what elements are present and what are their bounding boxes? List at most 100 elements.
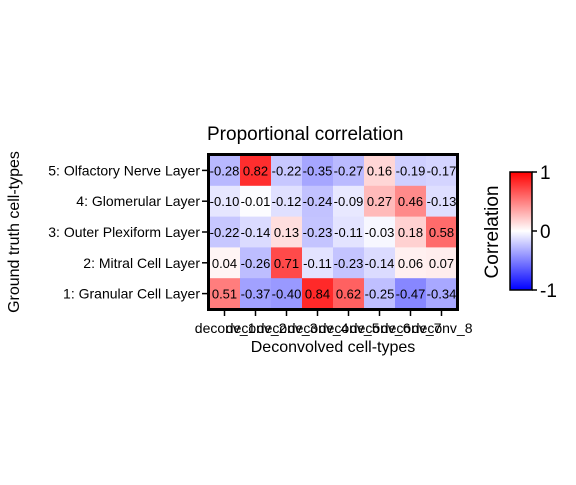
cell-value-label: 0.51	[212, 287, 237, 302]
cell-value-label: -0.01	[241, 194, 271, 209]
cell-value-label: -0.47	[396, 287, 426, 302]
heatmap-cell	[209, 278, 241, 310]
cell-value-label: -0.23	[334, 256, 364, 271]
heatmap-cell	[209, 155, 241, 187]
heatmap-cell	[426, 185, 458, 217]
heatmap-cell	[271, 216, 303, 248]
cell-value-label: 0.07	[429, 256, 454, 271]
heatmap-cell	[209, 185, 241, 217]
cell-value-label: 0.84	[305, 287, 330, 302]
cell-value-label: -0.23	[303, 225, 333, 240]
cell-value-label: -0.34	[427, 287, 457, 302]
y-tick-label: 2: Mitral Cell Layer	[83, 255, 200, 271]
heatmap-cell	[364, 278, 396, 310]
plot-border	[207, 153, 459, 311]
heatmap-cell	[364, 185, 396, 217]
y-tick-label: 1: Granular Cell Layer	[63, 286, 200, 302]
heatmap-cell	[271, 247, 303, 279]
cell-value-label: -0.40	[272, 287, 302, 302]
x-axis-ticks: deconv_1deconv_2deconv_3deconv_4deconv_5…	[195, 310, 473, 336]
cell-value-label: -0.22	[210, 225, 240, 240]
cell-value-label: -0.22	[272, 163, 302, 178]
heatmap-cell	[209, 247, 241, 279]
cell-value-label: 0.62	[336, 287, 361, 302]
heatmap-cell	[240, 247, 272, 279]
heatmap-cell	[333, 278, 365, 310]
cell-value-label: -0.11	[303, 256, 332, 271]
cell-value-label: 0.71	[274, 256, 299, 271]
heatmap-cell	[364, 247, 396, 279]
cell-value-label: -0.14	[365, 256, 395, 271]
cell-value-label: 0.58	[429, 225, 454, 240]
heatmap-cell	[333, 185, 365, 217]
heatmap-cell	[395, 155, 427, 187]
cell-value-label: -0.25	[365, 287, 395, 302]
cell-value-label: 0.27	[367, 194, 392, 209]
heatmap-cell	[302, 247, 334, 279]
cell-value-label: 0.16	[367, 163, 392, 178]
heatmap-cell	[240, 278, 272, 310]
y-tick-label: 3: Outer Plexiform Layer	[48, 224, 200, 240]
heatmap-cell	[302, 155, 334, 187]
cell-value-label: -0.03	[365, 225, 395, 240]
heatmap-cell	[302, 185, 334, 217]
heatmap-cell	[364, 216, 396, 248]
y-tick-label: 4: Glomerular Layer	[76, 193, 200, 209]
heatmap-cell	[302, 216, 334, 248]
heatmap-cell	[426, 155, 458, 187]
heatmap-cell	[395, 247, 427, 279]
cell-value-label: -0.27	[334, 163, 364, 178]
x-tick-label: deconv_1	[195, 320, 256, 336]
heatmap-cell	[395, 278, 427, 310]
heatmap-cell	[271, 155, 303, 187]
x-tick-label: deconv_4	[288, 320, 349, 336]
x-tick-label: deconv_2	[226, 320, 287, 336]
x-tick-label: deconv_7	[381, 320, 442, 336]
x-tick-label: deconv_8	[412, 320, 473, 336]
heatmap-cell	[426, 216, 458, 248]
heatmap-cell	[395, 216, 427, 248]
heatmap-cell	[240, 216, 272, 248]
heatmap-cell	[209, 216, 241, 248]
cell-value-label: -0.17	[427, 163, 457, 178]
cell-value-label: 0.04	[212, 256, 237, 271]
heatmap-cell	[426, 247, 458, 279]
heatmap-cell	[333, 216, 365, 248]
cell-value-label: -0.13	[427, 194, 457, 209]
cell-value-label: 0.06	[398, 256, 423, 271]
y-axis-ticks: 5: Olfactory Nerve Layer 4: Glomerular La…	[48, 162, 208, 302]
cell-value-label: 0.82	[243, 163, 268, 178]
colorbar-tick-label: 1	[540, 163, 551, 184]
heatmap-cell	[426, 278, 458, 310]
heatmap-cell	[271, 185, 303, 217]
heatmap-cell	[302, 278, 334, 310]
heatmap-cell	[240, 185, 272, 217]
cell-value-label: -0.24	[303, 194, 333, 209]
heatmap-cells	[209, 155, 458, 310]
colorbar-ticks: 1 0 -1	[532, 163, 557, 302]
y-tick-label: 5: Olfactory Nerve Layer	[48, 162, 200, 178]
heatmap-cell	[364, 155, 396, 187]
cell-value-label: 0.46	[398, 194, 423, 209]
cell-value-label: -0.19	[396, 163, 426, 178]
heatmap-cell	[333, 247, 365, 279]
heatmap-cell	[271, 278, 303, 310]
cell-value-label: -0.37	[241, 287, 271, 302]
y-axis-label: Ground truth cell-types	[6, 151, 23, 313]
cell-value-label: 0.13	[274, 225, 299, 240]
x-tick-label: deconv_6	[350, 320, 411, 336]
chart-title: Proportional correlation	[207, 124, 403, 145]
heatmap-value-labels: -0.28 0.82 -0.22 -0.35 -0.27 0.16 -0.19 -0.17-0…	[210, 163, 457, 301]
cell-value-label: -0.28	[210, 163, 240, 178]
cell-value-label: -0.14	[241, 225, 271, 240]
legend-title: Correlation	[482, 186, 503, 279]
colorbar-tick-label: -1	[540, 281, 557, 302]
heatmap-cell	[240, 155, 272, 187]
cell-value-label: -0.09	[334, 194, 364, 209]
cell-value-label: -0.26	[241, 256, 271, 271]
cell-value-label: -0.12	[272, 194, 302, 209]
x-tick-label: deconv_3	[257, 320, 318, 336]
cell-value-label: -0.10	[210, 194, 240, 209]
cell-value-label: 0.18	[398, 225, 423, 240]
